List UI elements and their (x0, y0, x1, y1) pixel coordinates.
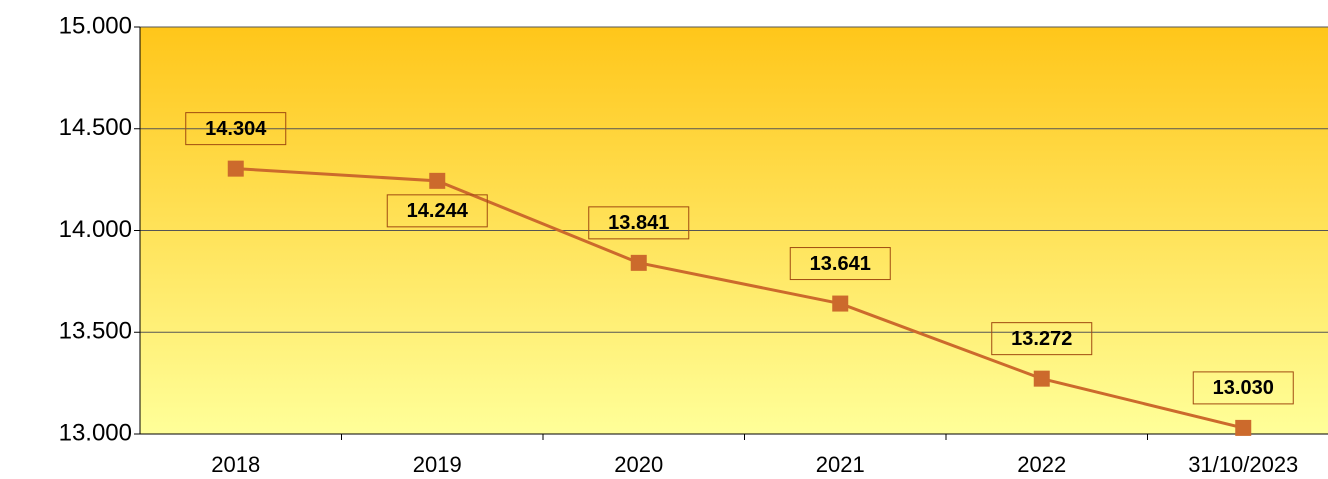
x-tick-label: 2020 (614, 452, 663, 477)
data-label-box (1192, 371, 1294, 405)
x-tick-label: 31/10/2023 (1188, 452, 1298, 477)
data-label-box (386, 194, 488, 228)
marker (227, 160, 244, 177)
data-label-box (991, 322, 1093, 356)
data-label: 13.641 (810, 253, 871, 275)
data-label-box (789, 247, 891, 281)
data-label-box (185, 112, 287, 146)
marker (429, 172, 446, 189)
data-label: 13.272 (1011, 328, 1072, 350)
y-tick-label: 14.000 (59, 216, 132, 243)
y-tick-label: 13.000 (59, 419, 132, 446)
x-tick-label: 2019 (413, 452, 462, 477)
data-label: 14.304 (205, 118, 267, 140)
data-label: 13.841 (608, 212, 669, 234)
marker (832, 295, 849, 312)
y-tick-label: 14.500 (59, 114, 132, 141)
data-label: 13.030 (1213, 377, 1274, 399)
y-tick-label: 13.500 (59, 318, 132, 345)
line (235, 167, 1244, 430)
x-tick-label: 2021 (816, 452, 865, 477)
x-tick-label: 2018 (211, 452, 260, 477)
marker (1033, 370, 1050, 387)
marker (1235, 419, 1252, 436)
data-label-box (588, 206, 690, 240)
marker (630, 254, 647, 271)
y-tick-label: 15.000 (59, 12, 132, 39)
x-tick-label: 2022 (1017, 452, 1066, 477)
data-label: 14.244 (407, 200, 469, 222)
